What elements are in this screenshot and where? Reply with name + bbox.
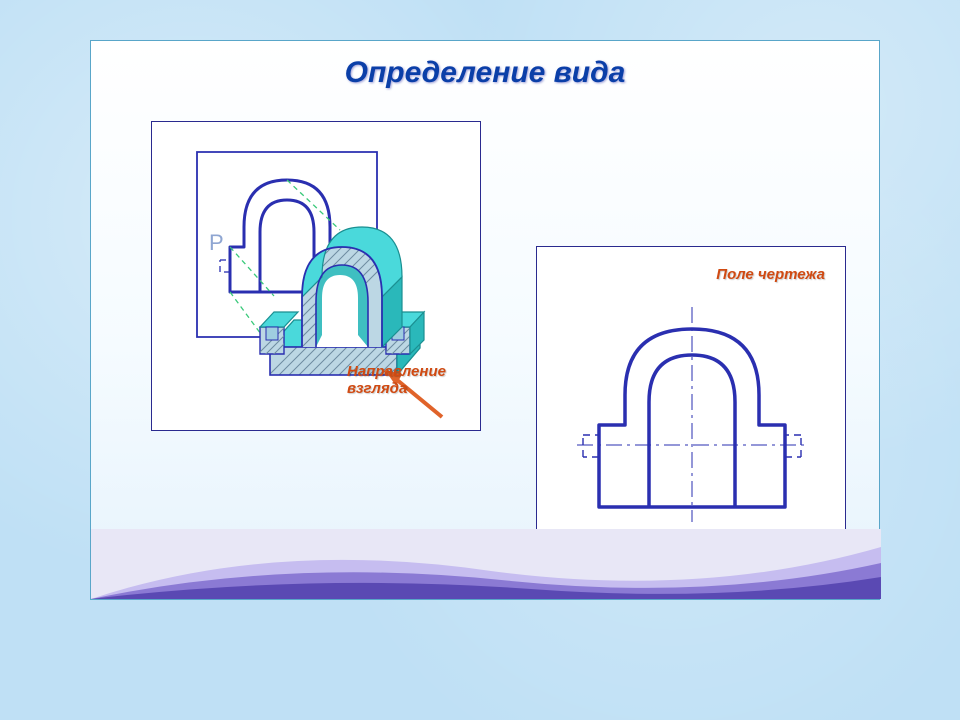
decorative-ribbon bbox=[91, 529, 881, 599]
plane-letter: P bbox=[209, 230, 224, 255]
panel-drawing-field: Поле чертежа bbox=[536, 246, 846, 556]
arrow-label-line2: взгляда bbox=[347, 380, 407, 397]
front-view-drawing bbox=[537, 247, 847, 557]
field-label: Поле чертежа bbox=[716, 267, 825, 284]
panel-isometric: P bbox=[151, 121, 481, 431]
slide-frame: Определение вида P bbox=[90, 40, 880, 600]
arrow-label-line1: Направление bbox=[347, 363, 446, 380]
slide-title: Определение вида bbox=[91, 56, 879, 90]
arrow-label: Направление взгляда bbox=[347, 364, 446, 397]
